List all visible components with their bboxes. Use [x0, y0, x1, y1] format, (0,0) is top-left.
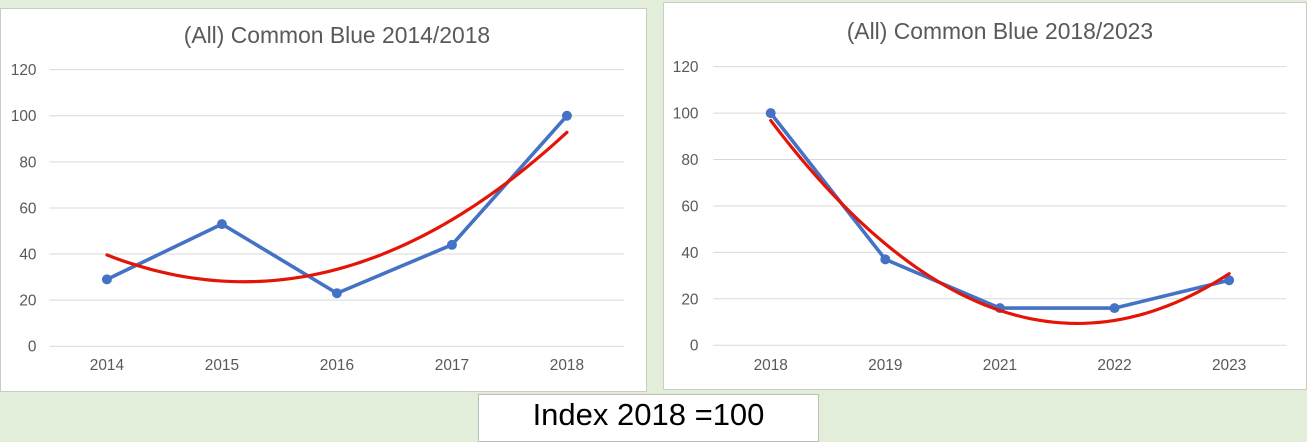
y-axis-tick-label: 40: [681, 245, 698, 262]
x-axis-tick-label: 2022: [1097, 357, 1131, 374]
y-axis-labels: 0 20 40 60 80 100 120: [11, 62, 37, 356]
x-axis-tick-label: 2016: [320, 357, 354, 374]
y-axis-tick-label: 100: [11, 108, 37, 125]
line-chart-2014-2018: 0 20 40 60 80 100 120 2014 2015 2016 2017 2018 (All)…: [11, 22, 625, 374]
y-axis-tick-label: 0: [690, 338, 699, 355]
y-axis-tick-label: 0: [28, 339, 37, 356]
trendline: [105, 130, 569, 284]
y-axis-tick-label: 100: [673, 106, 699, 123]
y-axis-tick-label: 20: [681, 291, 698, 308]
x-axis-labels: 2014 2015 2016 2017 2018: [90, 357, 584, 374]
x-axis-tick-label: 2019: [868, 357, 902, 374]
index-note-box[interactable]: Index 2018 =100: [478, 394, 819, 442]
line-chart-2018-2023: 0 20 40 60 80 100 120 2018 2019 2021 2022 2023 (All)…: [673, 18, 1287, 374]
data-point-markers: [765, 108, 1235, 314]
chart-title: (All) Common Blue 2014/2018: [184, 22, 490, 48]
data-series-line: [768, 111, 1231, 310]
y-axis-tick-label: 60: [681, 198, 698, 215]
x-axis-tick-label: 2021: [983, 357, 1017, 374]
gridlines: [49, 69, 625, 347]
gridlines: [713, 66, 1287, 346]
index-note-label: Index 2018 =100: [532, 397, 765, 432]
chart-panel-2018-2023[interactable]: 0 20 40 60 80 100 120 2018 2019 2021 2022 2023 (All)…: [663, 2, 1307, 390]
x-axis-tick-label: 2017: [435, 357, 469, 374]
x-axis-tick-label: 2015: [205, 357, 239, 374]
trendline: [769, 118, 1231, 325]
data-series-line: [105, 113, 569, 296]
chart-panel-2014-2018[interactable]: 0 20 40 60 80 100 120 2014 2015 2016 2017 2018 (All)…: [0, 8, 647, 392]
y-axis-tick-label: 120: [11, 62, 37, 79]
x-axis-tick-label: 2018: [550, 357, 584, 374]
y-axis-tick-label: 120: [673, 59, 699, 76]
y-axis-labels: 0 20 40 60 80 100 120: [673, 59, 699, 355]
y-axis-tick-label: 80: [681, 152, 698, 169]
chart-title: (All) Common Blue 2018/2023: [847, 18, 1153, 44]
y-axis-tick-label: 60: [19, 200, 36, 217]
y-axis-tick-label: 40: [19, 247, 36, 264]
x-axis-tick-label: 2018: [754, 357, 788, 374]
x-axis-tick-label: 2014: [90, 357, 125, 374]
y-axis-tick-label: 20: [19, 293, 36, 310]
x-axis-labels: 2018 2019 2021 2022 2023: [754, 357, 1247, 374]
data-point-markers: [101, 110, 572, 299]
y-axis-tick-label: 80: [19, 154, 36, 171]
x-axis-tick-label: 2023: [1212, 357, 1246, 374]
